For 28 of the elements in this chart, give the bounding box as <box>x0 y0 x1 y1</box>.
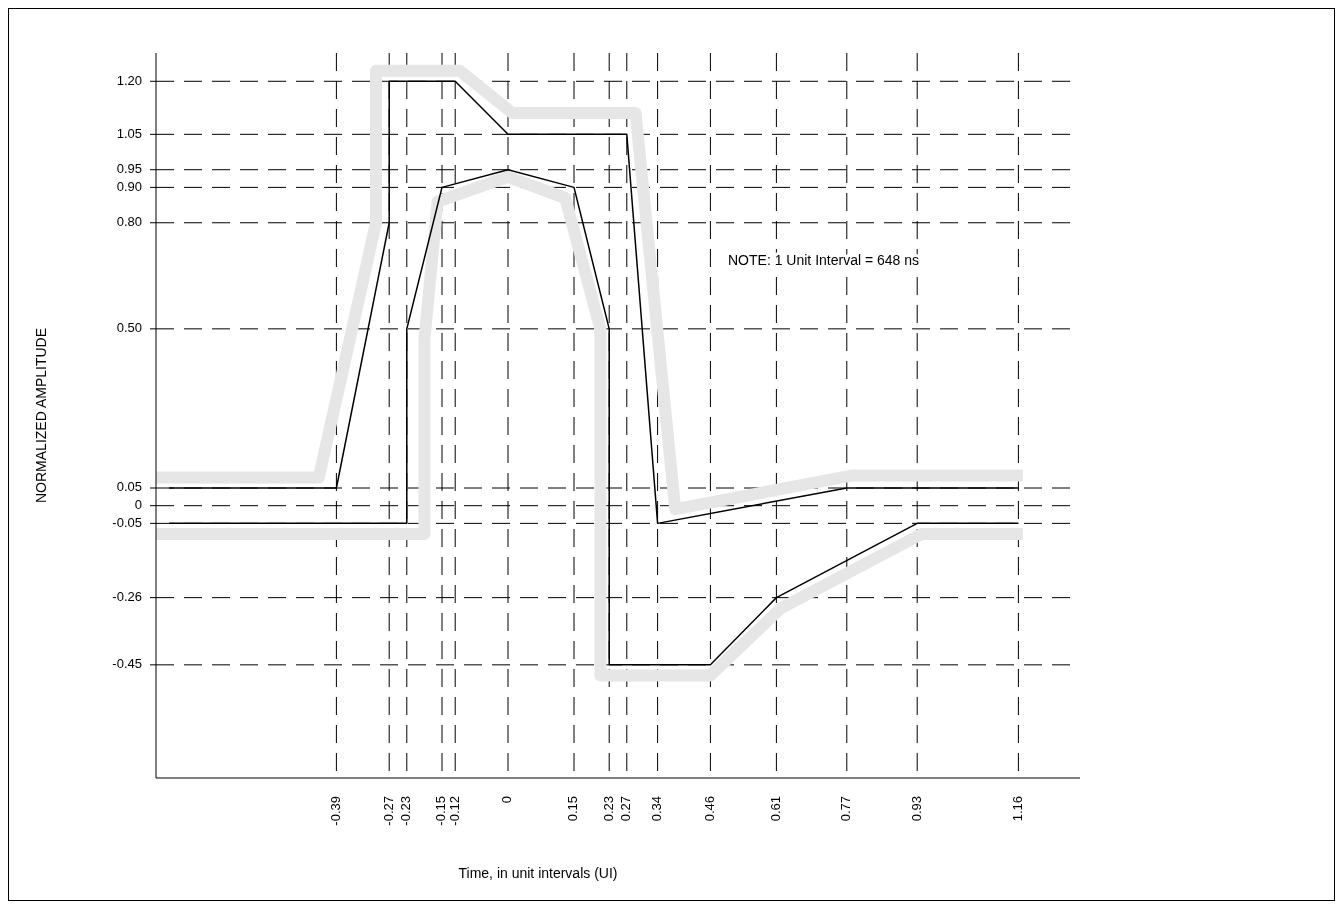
y-tick-label: 0.05 <box>116 479 142 495</box>
x-tick-label: -0.27 <box>380 796 396 826</box>
x-tick-label: 0.77 <box>838 796 854 822</box>
x-tick-label: 0.61 <box>767 796 783 822</box>
y-tick-label: 0.90 <box>116 178 142 194</box>
x-tick-label: 0 <box>499 796 515 804</box>
x-tick-label: -0.12 <box>446 796 462 826</box>
y-tick-label: -0.05 <box>112 514 142 530</box>
x-tick-label: 0.23 <box>600 796 616 822</box>
y-tick-label: -0.26 <box>112 589 142 605</box>
x-tick-label: 0.46 <box>701 796 717 822</box>
y-axis-title: NORMALIZED AMPLITUDE <box>33 327 49 504</box>
x-axis-title: Time, in unit intervals (UI) <box>458 865 618 881</box>
y-tick-label: -0.45 <box>112 656 142 672</box>
x-tick-label: -0.15 <box>433 796 449 826</box>
x-tick-label: -0.39 <box>327 796 343 826</box>
y-tick-label: 0.95 <box>116 161 142 177</box>
x-tick-label: 0.93 <box>908 796 924 822</box>
x-tick-label: 0.27 <box>618 796 634 822</box>
x-tick-label: -0.23 <box>398 796 414 826</box>
x-tick-label: 0.34 <box>649 796 665 822</box>
y-tick-label: 0.50 <box>116 320 142 336</box>
x-tick-label: 0.15 <box>565 796 581 822</box>
y-tick-label: 1.05 <box>116 125 142 141</box>
y-tick-label: 1.20 <box>116 72 142 88</box>
y-tick-label: 0 <box>134 497 142 513</box>
x-tick-label: 1.16 <box>1009 796 1025 822</box>
y-tick-label: 0.80 <box>116 214 142 230</box>
